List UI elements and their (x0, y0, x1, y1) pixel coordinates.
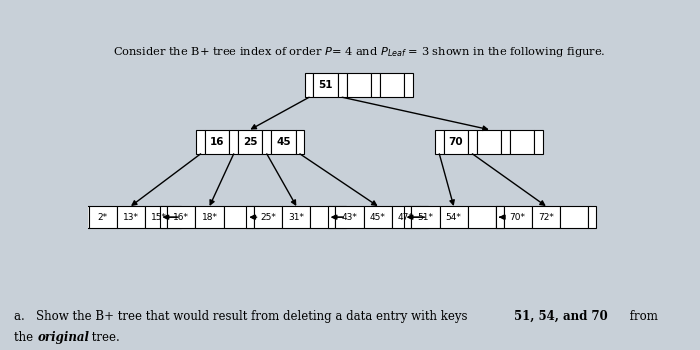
Text: the: the (14, 331, 37, 344)
Text: 16: 16 (210, 137, 225, 147)
Bar (205, 130, 230, 154)
Text: a.   Show the B+ tree that would result from deleting a data entry with keys: a. Show the B+ tree that would result fr… (14, 310, 471, 323)
Bar (468, 130, 477, 154)
Bar (81, 206, 89, 228)
Bar (444, 130, 468, 154)
Text: 16*: 16* (174, 213, 190, 222)
Text: tree.: tree. (88, 331, 119, 344)
Bar (145, 206, 173, 228)
Text: 70: 70 (449, 137, 463, 147)
Bar (254, 206, 282, 228)
Bar (335, 206, 363, 228)
Bar (496, 206, 503, 228)
Text: 45*: 45* (370, 213, 386, 222)
Text: from: from (626, 310, 659, 323)
Bar (496, 206, 503, 228)
Bar (510, 130, 534, 154)
Text: 15*: 15* (151, 213, 167, 222)
Bar (560, 206, 588, 228)
Bar (420, 206, 428, 228)
Text: 18*: 18* (202, 213, 218, 222)
Bar (246, 206, 254, 228)
Bar (295, 130, 304, 154)
Bar (314, 73, 338, 97)
Bar (262, 130, 271, 154)
Text: original: original (37, 331, 89, 344)
Bar (238, 130, 262, 154)
Bar (230, 130, 238, 154)
Bar (501, 130, 510, 154)
Bar (412, 206, 440, 228)
Text: 25: 25 (243, 137, 258, 147)
Bar (468, 206, 496, 228)
Bar (160, 206, 167, 228)
Text: Consider the B+ tree index of order $P$= 4 and $P_{Leaf}$ = 3 shown in the follo: Consider the B+ tree index of order $P$=… (113, 45, 605, 59)
Bar (89, 206, 117, 228)
Text: 43*: 43* (342, 213, 358, 222)
Bar (167, 206, 195, 228)
Text: 51: 51 (318, 80, 333, 90)
Bar (271, 130, 295, 154)
Text: 70*: 70* (510, 213, 526, 222)
Bar (435, 130, 444, 154)
Bar (282, 206, 311, 228)
Bar (328, 206, 335, 228)
Bar (195, 206, 224, 228)
Bar (224, 206, 252, 228)
Bar (363, 206, 392, 228)
Bar (252, 206, 260, 228)
Bar (371, 73, 379, 97)
Text: 47*: 47* (398, 213, 414, 222)
Bar (339, 206, 346, 228)
Bar (346, 73, 371, 97)
Bar (404, 73, 413, 97)
Text: 2*: 2* (97, 213, 108, 222)
Bar (477, 130, 501, 154)
Bar (304, 73, 314, 97)
Bar (534, 130, 543, 154)
Bar (404, 206, 412, 228)
Bar (588, 206, 596, 228)
Text: 25*: 25* (260, 213, 276, 222)
Bar (338, 73, 346, 97)
Text: 51*: 51* (417, 213, 433, 222)
Bar (392, 206, 420, 228)
Bar (440, 206, 468, 228)
Text: 45: 45 (276, 137, 290, 147)
Bar (379, 73, 404, 97)
Text: 13*: 13* (123, 213, 139, 222)
Text: 31*: 31* (288, 213, 304, 222)
Text: 72*: 72* (538, 213, 554, 222)
Text: 54*: 54* (446, 213, 461, 222)
Bar (196, 130, 205, 154)
Bar (311, 206, 339, 228)
Bar (173, 206, 181, 228)
Text: 51, 54, and 70: 51, 54, and 70 (514, 310, 608, 323)
Bar (503, 206, 532, 228)
Bar (532, 206, 560, 228)
Bar (117, 206, 145, 228)
